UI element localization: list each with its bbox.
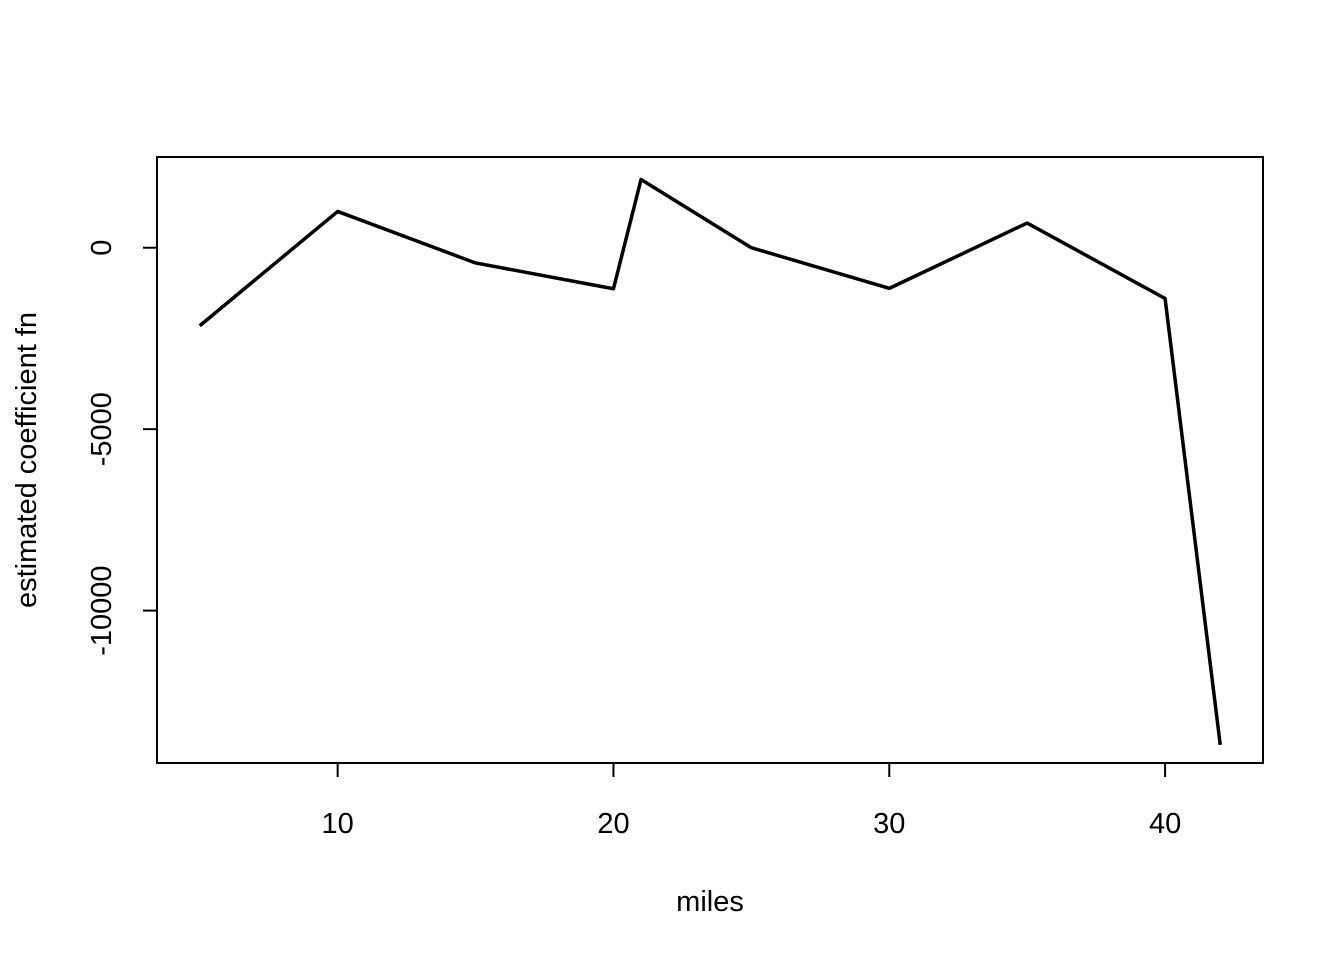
series-group [198,177,1222,746]
y-tick-label: -5000 [86,392,118,466]
x-tick-label: 10 [322,808,354,840]
x-axis: 10 20 30 40 [322,762,1181,840]
x-tick-label: 40 [1149,808,1181,840]
y-axis: 0 -5000 -10000 [86,240,158,656]
series-line [198,177,1222,746]
x-tick-label: 30 [873,808,905,840]
y-tick-label: -10000 [86,565,118,655]
x-tick-label: 20 [597,808,629,840]
y-axis-title: estimated coefficient fn [11,312,43,608]
y-tick-label: 0 [86,240,118,256]
x-axis-title: miles [676,886,744,918]
plot-frame [156,156,1264,764]
